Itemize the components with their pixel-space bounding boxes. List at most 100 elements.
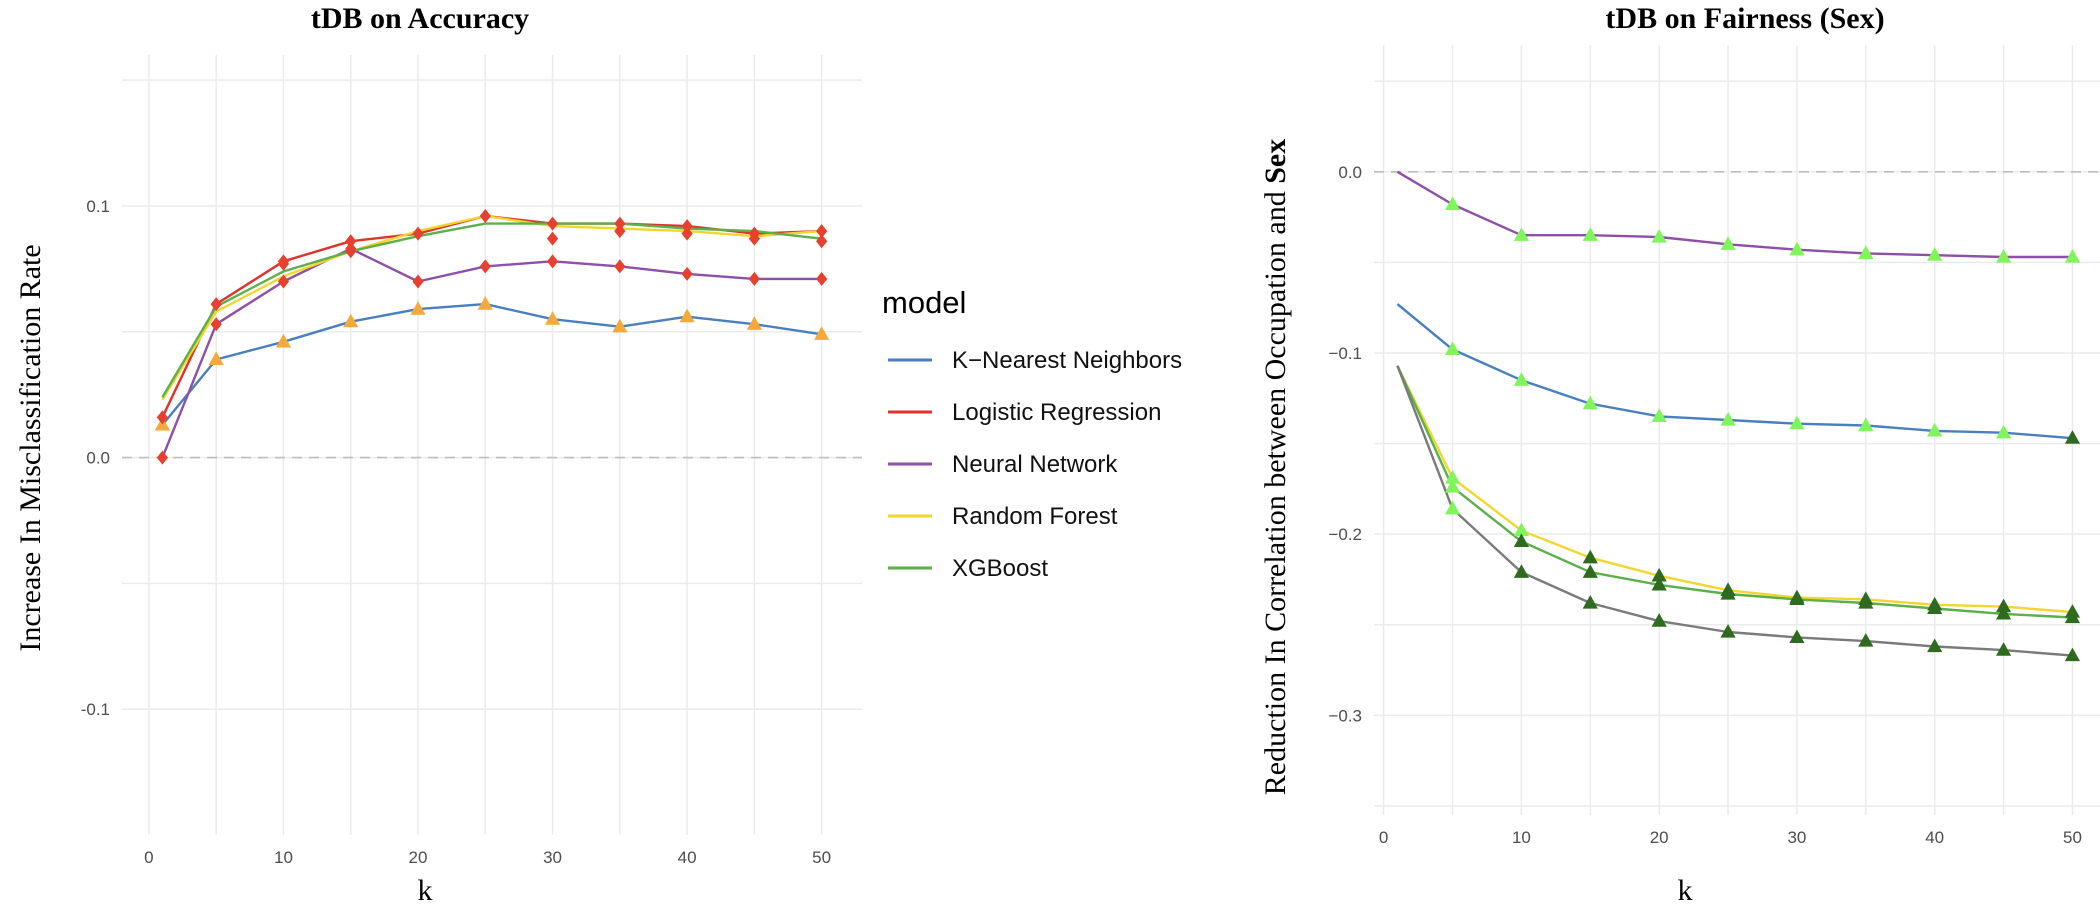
- left-extra-marker: [816, 234, 828, 249]
- right-series-markers: [1444, 196, 2081, 662]
- left-line-logistic-regression: [161, 214, 822, 418]
- left-extra-marker: [681, 226, 693, 241]
- left-marker-logistic-regression: [210, 297, 222, 312]
- right-line-series-3: [1396, 365, 2073, 614]
- left-marker-neural-network: [614, 259, 626, 274]
- right-marker-series-2: [1582, 395, 1598, 410]
- right-marker-series-4: [1444, 479, 1461, 493]
- left-extra-marker: [546, 231, 559, 246]
- right-marker-series-5: [2064, 647, 2081, 662]
- right-marker-series-2: [1789, 415, 1805, 430]
- left-marker-k-nearest-neighbors: [679, 308, 695, 323]
- right-marker-series-4: [1651, 576, 1667, 591]
- right-series-lines: [1396, 170, 2073, 657]
- right-line-series-2: [1396, 303, 2073, 440]
- left-x-tick-40: 40: [678, 848, 697, 867]
- left-y-tick: 0.0: [86, 449, 110, 468]
- left-marker-neural-network: [412, 274, 424, 289]
- left-marker-logistic-regression: [614, 216, 626, 231]
- legend-title: model: [882, 285, 966, 320]
- right-marker-series-4: [1927, 600, 1943, 615]
- left-marker-neural-network: [748, 271, 760, 286]
- left-series-markers: [154, 209, 830, 465]
- legend-items: K−Nearest Neighbors Logistic Regression Ne…: [888, 347, 1182, 582]
- right-marker-series-4: [1858, 595, 1874, 609]
- right-marker-series-2: [2064, 430, 2081, 444]
- legend-label-k-nearest-neighbors: K−Nearest Neighbors: [952, 347, 1182, 374]
- left-marker-logistic-regression: [412, 226, 424, 241]
- right-x-tick-labels: 0 10 20 30 40 50: [1379, 828, 2082, 847]
- right-y-tick-labels: −0.3 −0.2 −0.1 0.0: [1328, 163, 1362, 726]
- left-marker-neural-network: [210, 317, 222, 332]
- right-marker-series-4: [1582, 564, 1598, 578]
- right-marker-series-3: [1513, 522, 1530, 537]
- left-marker-neural-network: [816, 271, 828, 286]
- right-y-axis-label: Reduction In Correlation between Occupat…: [1259, 139, 1292, 795]
- right-marker-series-5: [1444, 500, 1461, 515]
- right-y-axis-label-main: Reduction In Correlation between Occupat…: [1259, 184, 1292, 795]
- left-extra-marker: [277, 256, 290, 271]
- right-x-axis-label: k: [1678, 874, 1693, 907]
- left-marker-neural-network: [156, 450, 168, 465]
- right-x-tick-40: 40: [1925, 828, 1944, 847]
- left-marker-k-nearest-neighbors: [410, 301, 426, 315]
- right-marker-series-2: [1720, 412, 1736, 426]
- right-marker-series-1: [1720, 236, 1736, 250]
- legend-label-logistic-regression: Logistic Regression: [952, 399, 1161, 426]
- left-marker-k-nearest-neighbors: [612, 318, 628, 333]
- right-marker-series-5: [1651, 613, 1667, 627]
- right-x-tick-0: 0: [1379, 828, 1388, 847]
- left-marker-logistic-regression: [681, 219, 693, 234]
- right-marker-series-5: [1927, 638, 1943, 653]
- left-marker-k-nearest-neighbors: [275, 333, 292, 348]
- left-marker-logistic-regression: [546, 216, 559, 231]
- left-x-tick-labels: 0 10 20 30 40 50: [144, 848, 831, 867]
- right-marker-series-4: [1513, 533, 1530, 548]
- right-marker-series-5: [1720, 624, 1736, 638]
- left-extra-marker: [748, 231, 760, 246]
- left-marker-k-nearest-neighbors: [208, 351, 224, 366]
- left-x-tick-20: 20: [409, 848, 428, 867]
- right-marker-series-5: [1789, 629, 1805, 644]
- left-x-tick-50: 50: [812, 848, 831, 867]
- left-marker-logistic-regression: [345, 234, 357, 249]
- left-x-tick-0: 0: [144, 848, 153, 867]
- right-marker-series-2: [1858, 417, 1874, 432]
- right-line-series-1: [1396, 170, 2073, 259]
- left-x-axis-label: k: [418, 874, 433, 907]
- right-marker-series-3: [1651, 567, 1667, 582]
- left-marker-logistic-regression: [816, 224, 828, 239]
- legend-label-random-forest: Random Forest: [952, 503, 1118, 530]
- legend-label-neural-network: Neural Network: [952, 451, 1118, 478]
- left-extra-marker: [345, 244, 357, 259]
- left-y-tick: 0.1: [86, 197, 110, 216]
- left-line-random-forest: [161, 214, 822, 401]
- right-y-tick: −0.1: [1328, 344, 1362, 363]
- right-marker-series-1: [1651, 229, 1667, 243]
- right-marker-series-3: [1995, 598, 2012, 613]
- right-marker-series-4: [1995, 605, 2012, 620]
- left-gridlines: [122, 55, 862, 835]
- right-marker-series-1: [1789, 241, 1805, 256]
- left-series-lines: [161, 214, 822, 459]
- left-marker-k-nearest-neighbors: [544, 311, 561, 325]
- right-marker-series-4: [1789, 591, 1805, 605]
- left-line-neural-network: [161, 247, 822, 459]
- right-y-tick: −0.2: [1328, 525, 1362, 544]
- right-marker-series-1: [1513, 227, 1530, 241]
- left-y-tick: -0.1: [81, 700, 110, 719]
- right-marker-series-5: [1995, 642, 2012, 656]
- right-x-tick-20: 20: [1650, 828, 1669, 847]
- chart-fairness: 0 10 20 30 40 50 −0.3 −0.2 −0.1 0.0 tDB on Fairn…: [1259, 2, 2100, 907]
- left-line-xgboost: [161, 222, 822, 398]
- right-marker-series-2: [1651, 408, 1667, 423]
- right-x-tick-30: 30: [1787, 828, 1806, 847]
- right-marker-series-1: [1858, 245, 1874, 259]
- chart-accuracy: 0 10 20 30 40 50 -0.1 0.0 0.1 tDB on Accuracy k…: [14, 2, 862, 907]
- right-marker-series-2: [1444, 341, 1461, 355]
- left-marker-neural-network: [479, 259, 491, 274]
- right-marker-series-5: [1513, 564, 1530, 578]
- right-marker-series-1: [1582, 227, 1598, 241]
- right-marker-series-1: [1995, 248, 2012, 263]
- right-marker-series-1: [2064, 248, 2081, 263]
